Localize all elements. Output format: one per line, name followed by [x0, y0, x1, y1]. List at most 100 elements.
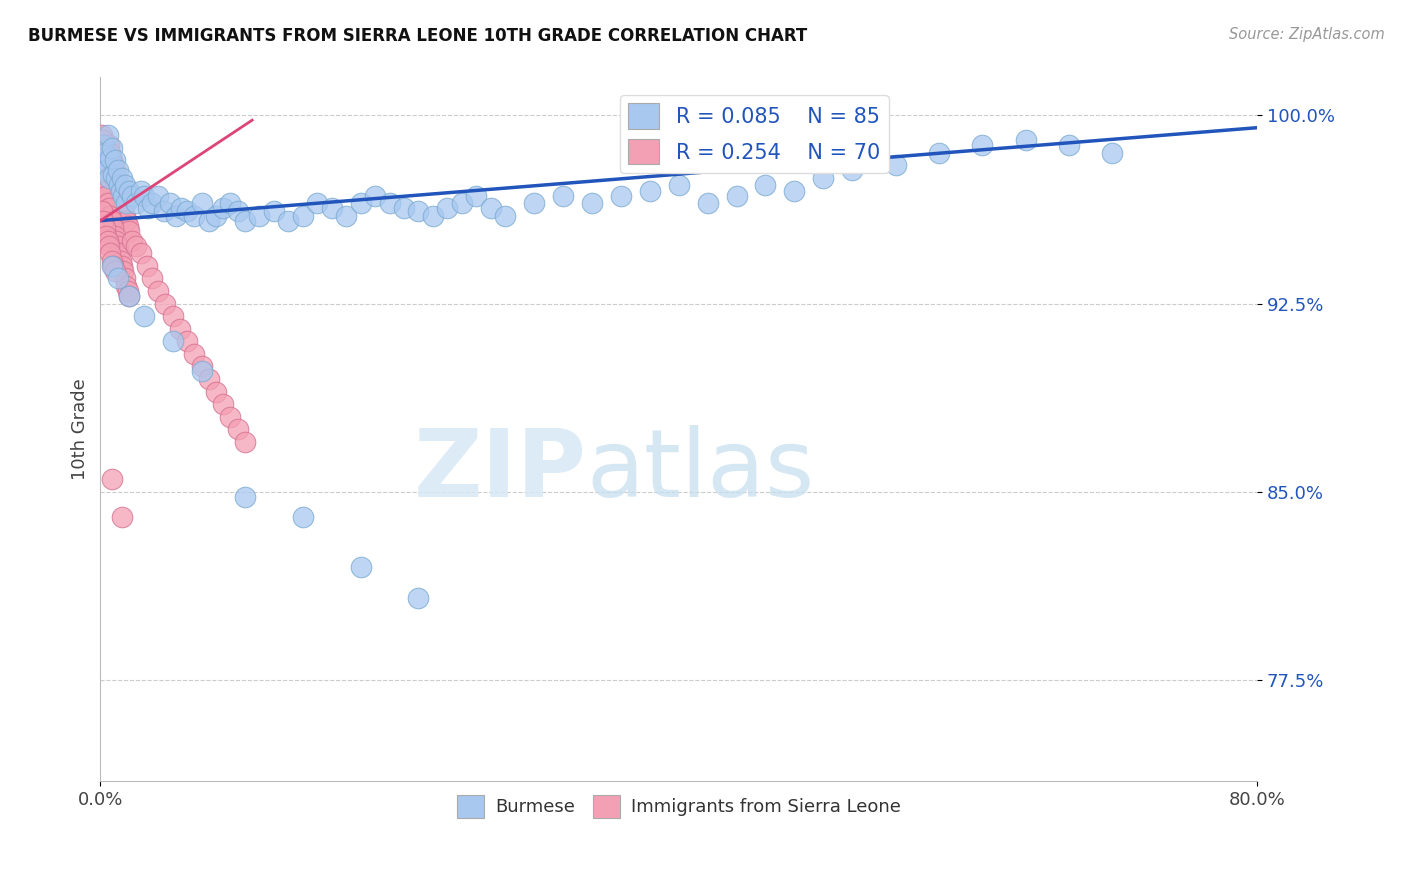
Point: [422, 209, 444, 223]
Point: [118, 289, 141, 303]
Point: [100, 145, 122, 160]
Point: [176, 334, 198, 349]
Point: [581, 196, 603, 211]
Point: [118, 289, 141, 303]
Point: [112, 188, 135, 202]
Point: [111, 170, 134, 185]
Point: [112, 264, 135, 278]
Point: [100, 209, 122, 223]
Point: [104, 153, 127, 168]
Point: [100, 246, 122, 260]
Point: [668, 178, 690, 193]
Point: [105, 234, 128, 248]
Point: [115, 213, 138, 227]
Point: [226, 422, 249, 436]
Point: [219, 196, 242, 211]
Point: [118, 184, 141, 198]
Point: [98, 138, 121, 153]
Point: [90, 128, 112, 143]
Point: [94, 228, 117, 243]
Point: [1057, 138, 1080, 153]
Point: [98, 170, 121, 185]
Point: [115, 279, 138, 293]
Point: [118, 224, 141, 238]
Legend: Burmese, Immigrants from Sierra Leone: Burmese, Immigrants from Sierra Leone: [450, 789, 908, 825]
Point: [107, 239, 129, 253]
Point: [392, 201, 415, 215]
Point: [190, 364, 212, 378]
Point: [114, 271, 136, 285]
Point: [197, 213, 219, 227]
Point: [114, 178, 136, 193]
Point: [100, 151, 122, 165]
Point: [103, 169, 125, 183]
Point: [135, 259, 157, 273]
Point: [117, 219, 139, 233]
Point: [129, 184, 152, 198]
Point: [169, 322, 191, 336]
Point: [364, 188, 387, 202]
Point: [219, 409, 242, 424]
Point: [170, 201, 193, 215]
Point: [349, 196, 371, 211]
Point: [212, 397, 235, 411]
Point: [190, 359, 212, 374]
Point: [98, 201, 121, 215]
Point: [117, 284, 139, 298]
Point: [101, 473, 124, 487]
Point: [91, 213, 114, 227]
Point: [90, 170, 112, 185]
Point: [98, 239, 121, 253]
Point: [205, 384, 228, 399]
Point: [205, 209, 228, 223]
Point: [141, 196, 163, 211]
Point: [141, 271, 163, 285]
Point: [159, 196, 181, 211]
Point: [121, 234, 143, 248]
Point: [754, 178, 776, 193]
Point: [884, 158, 907, 172]
Point: [112, 201, 135, 215]
Point: [129, 246, 152, 260]
Text: Source: ZipAtlas.com: Source: ZipAtlas.com: [1229, 27, 1385, 42]
Point: [101, 259, 124, 273]
Point: [307, 196, 329, 211]
Point: [928, 145, 950, 160]
Text: BURMESE VS IMMIGRANTS FROM SIERRA LEONE 10TH GRADE CORRELATION CHART: BURMESE VS IMMIGRANTS FROM SIERRA LEONE …: [28, 27, 807, 45]
Point: [103, 158, 125, 172]
Point: [247, 209, 270, 223]
Point: [349, 560, 371, 574]
Point: [108, 246, 131, 260]
Point: [104, 163, 127, 178]
Point: [136, 201, 159, 215]
Point: [114, 209, 136, 223]
Point: [110, 253, 132, 268]
Point: [696, 196, 718, 211]
Point: [335, 209, 357, 223]
Point: [108, 184, 131, 198]
Point: [90, 158, 112, 172]
Point: [91, 178, 114, 193]
Point: [148, 188, 170, 202]
Point: [111, 510, 134, 524]
Point: [148, 284, 170, 298]
Point: [165, 209, 187, 223]
Point: [93, 221, 115, 235]
Point: [111, 196, 134, 211]
Point: [104, 264, 127, 278]
Point: [132, 309, 155, 323]
Point: [1015, 133, 1038, 147]
Point: [1101, 145, 1123, 160]
Point: [93, 138, 115, 153]
Point: [291, 510, 314, 524]
Point: [91, 138, 114, 153]
Point: [176, 203, 198, 218]
Point: [101, 253, 124, 268]
Point: [97, 196, 120, 211]
Point: [91, 133, 114, 147]
Point: [183, 347, 205, 361]
Point: [321, 201, 343, 215]
Text: atlas: atlas: [586, 425, 814, 517]
Point: [813, 170, 835, 185]
Point: [104, 228, 127, 243]
